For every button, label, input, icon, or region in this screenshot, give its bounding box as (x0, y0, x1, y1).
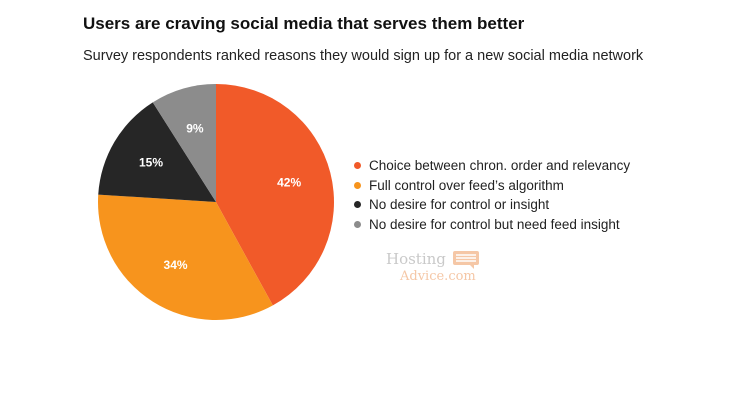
pie-slice-3 (152, 84, 216, 202)
watermark-line2: Advice.com (400, 269, 476, 284)
pie-slice-label-2: 15% (139, 156, 163, 170)
legend-item-3: No desire for control but need feed insi… (354, 215, 630, 235)
chart-legend: Choice between chron. order and relevanc… (354, 156, 630, 234)
legend-label-2: No desire for control or insight (369, 197, 550, 213)
chart-title: Users are craving social media that serv… (83, 14, 525, 33)
legend-swatch-1 (354, 181, 361, 189)
legend-item-1: Full control over feed’s algorithm (354, 176, 630, 196)
pie-slice-1 (98, 194, 273, 320)
legend-label-3: No desire for control but need feed insi… (369, 216, 620, 232)
pie-slice-label-1: 34% (164, 258, 188, 272)
pie-slice-label-0: 42% (277, 175, 301, 189)
legend-label-0: Choice between chron. order and relevanc… (369, 158, 631, 174)
legend-item-2: No desire for control or insight (354, 195, 630, 215)
legend-item-0: Choice between chron. order and relevanc… (354, 156, 630, 176)
pie-slice-0 (216, 84, 334, 306)
speech-bubble-icon (452, 251, 479, 269)
pie-slice-label-3: 9% (186, 122, 204, 136)
legend-swatch-0 (354, 162, 361, 170)
hostingadvice-watermark: Hosting Advice.com (386, 250, 480, 284)
watermark-line1: Hosting (386, 250, 446, 269)
legend-label-1: Full control over feed’s algorithm (369, 177, 564, 193)
legend-swatch-3 (354, 220, 361, 228)
pie-slice-2 (98, 102, 216, 202)
chart-subtitle: Survey respondents ranked reasons they w… (83, 48, 644, 64)
legend-swatch-2 (354, 201, 361, 209)
